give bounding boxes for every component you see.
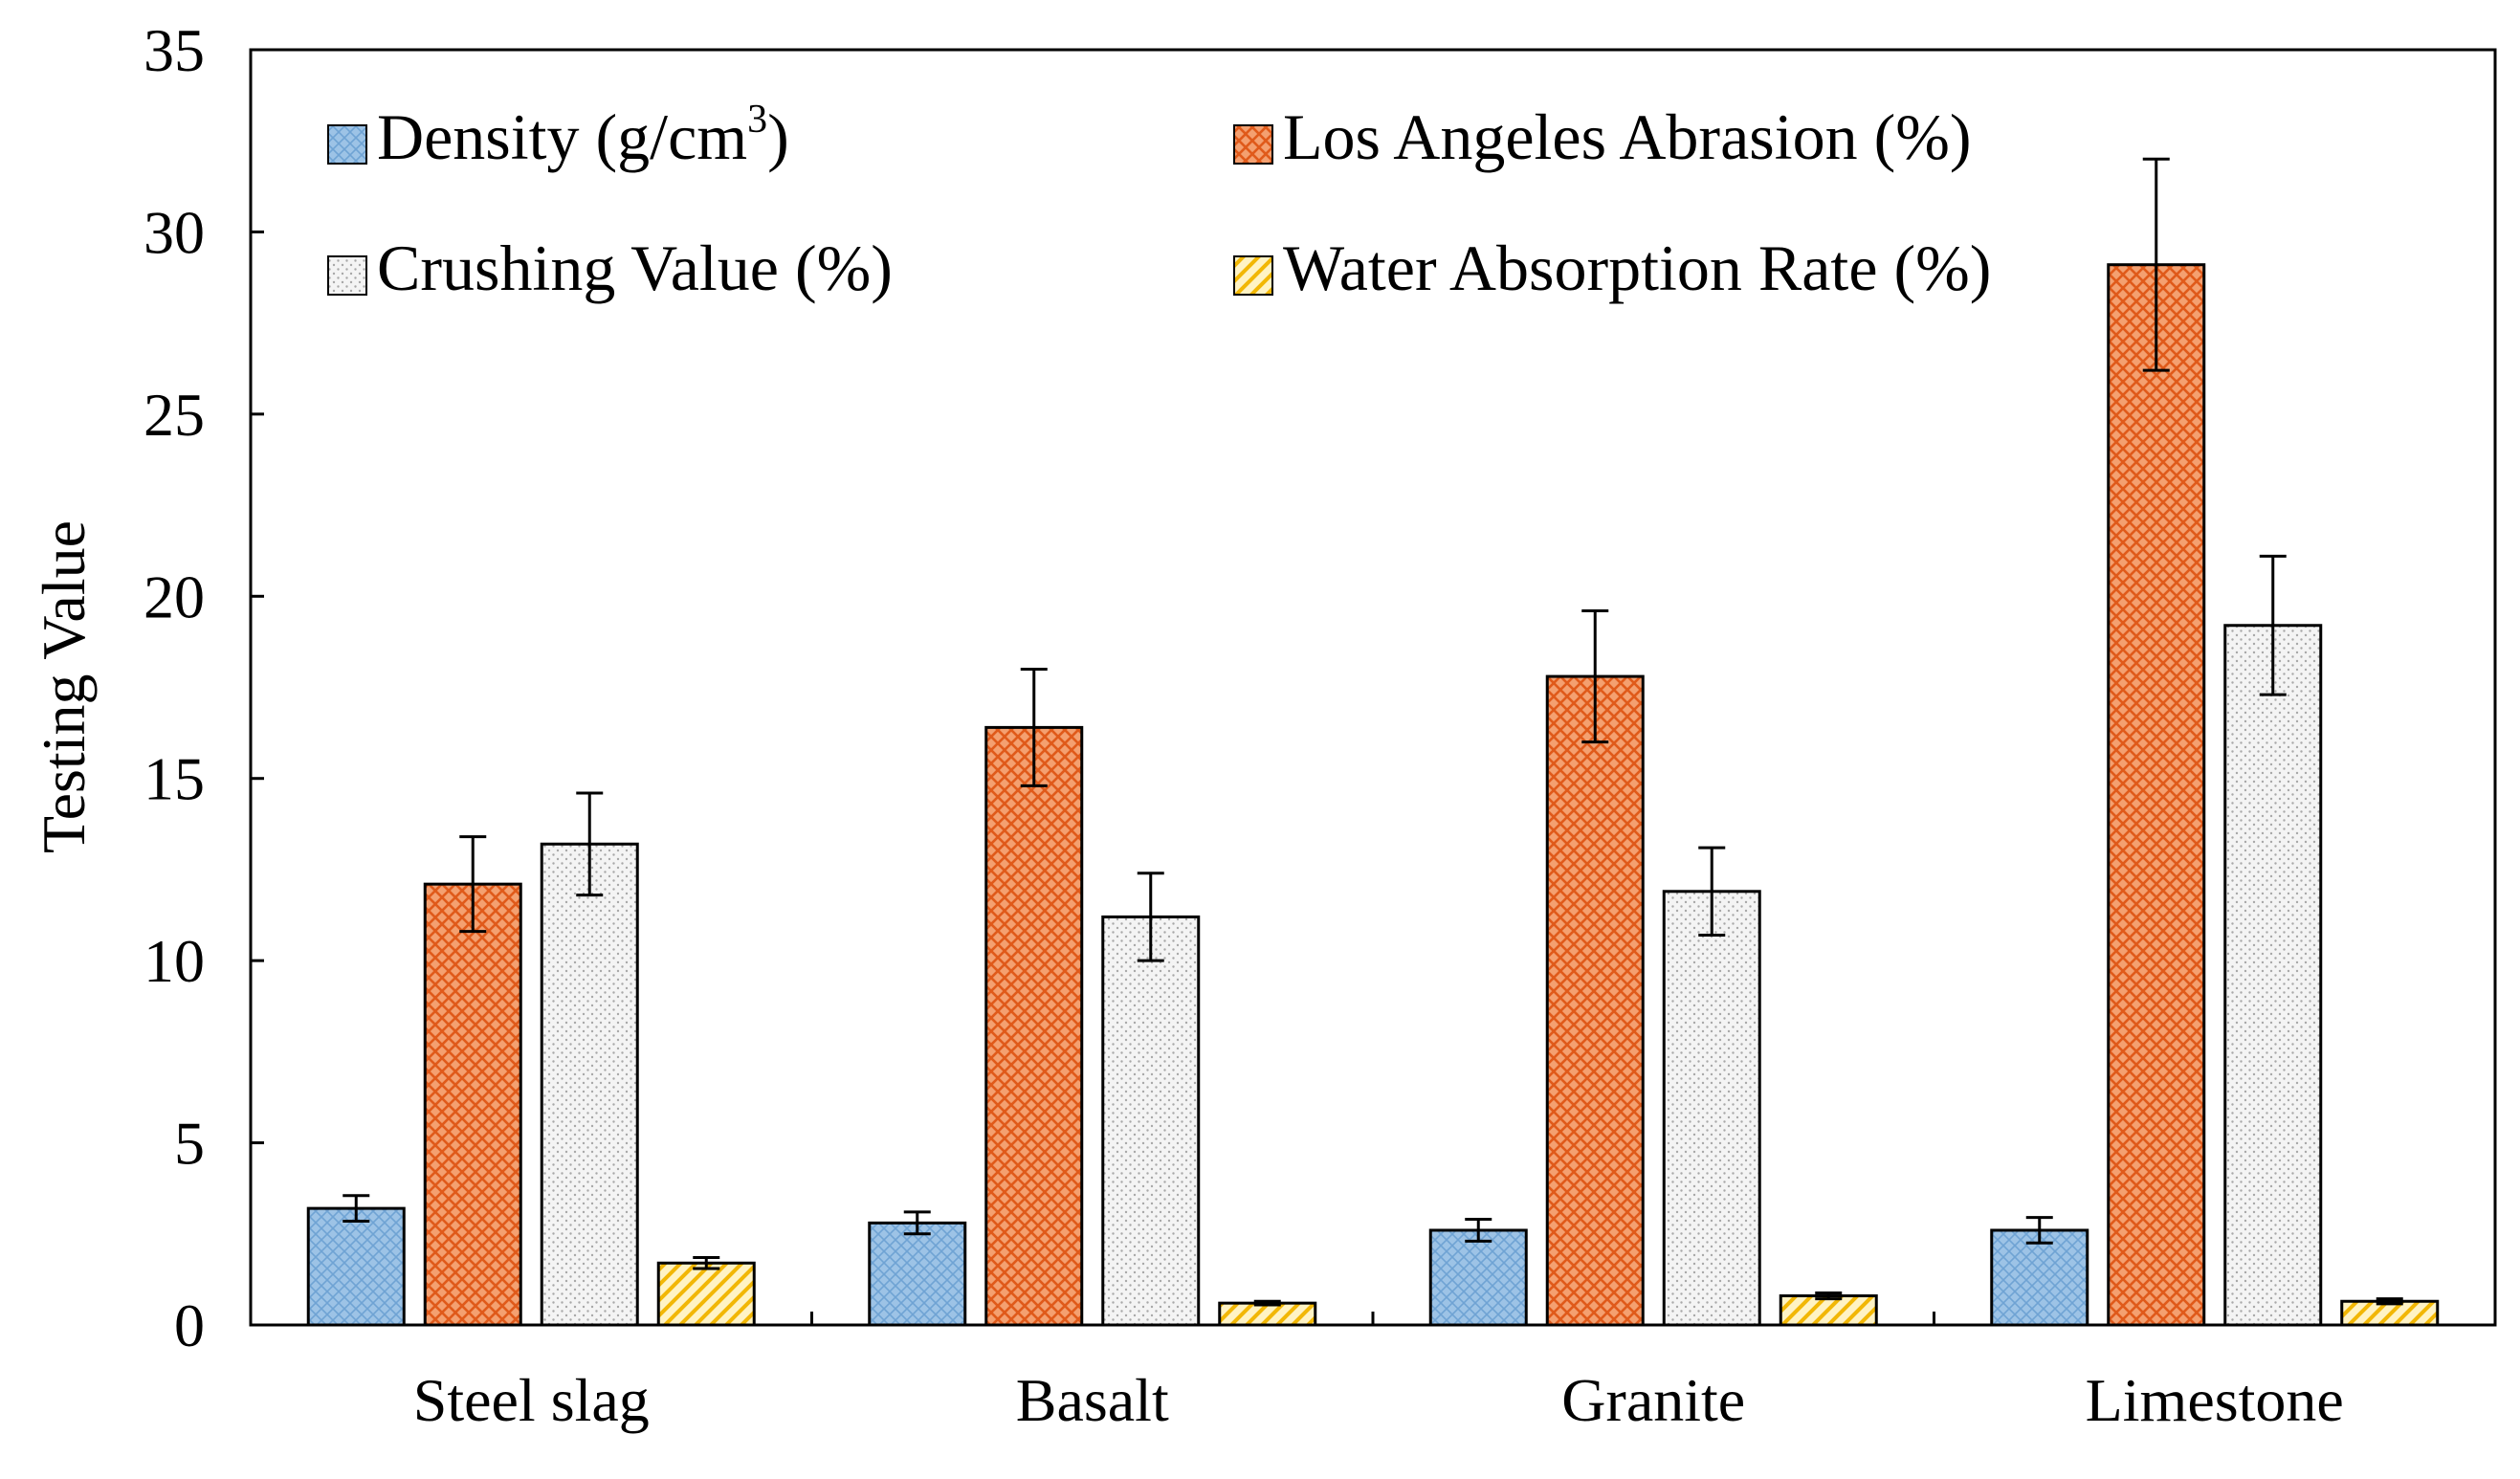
y-tick-label: 10 bbox=[144, 927, 205, 995]
bar-density-g-cm-basalt bbox=[868, 1221, 967, 1327]
legend-label-los-angeles-abrasion: Los Angeles Abrasion (%) bbox=[1283, 100, 1972, 173]
bar-los-angeles-abrasion-steel-slag bbox=[423, 882, 522, 1327]
x-tick-label-granite: Granite bbox=[1561, 1366, 1745, 1434]
bar-crushing-value-steel-slag bbox=[540, 842, 639, 1327]
y-tick-label: 30 bbox=[144, 198, 205, 266]
legend-swatch-crushing-value bbox=[327, 255, 367, 296]
y-tick-label: 5 bbox=[174, 1110, 205, 1178]
error-bar-density-g-cm-steel-slag bbox=[343, 1194, 370, 1223]
error-bar-crushing-value-limestone bbox=[2259, 554, 2287, 696]
bar-density-g-cm-granite bbox=[1428, 1228, 1528, 1327]
y-tick-label: 0 bbox=[174, 1291, 205, 1359]
x-axis: Steel slag Basalt Granite Limestone bbox=[413, 1312, 2344, 1434]
bar-density-g-cm-steel-slag bbox=[306, 1206, 406, 1327]
x-tick-label-steel-slag: Steel slag bbox=[413, 1366, 650, 1434]
legend-item-water-absorption-rate: Water Absorption Rate (%) bbox=[1233, 232, 1991, 304]
legend-swatch-water-absorption-rate bbox=[1233, 255, 1273, 296]
y-tick-label: 35 bbox=[144, 16, 205, 84]
bar-crushing-value-granite bbox=[1662, 890, 1761, 1327]
bar-los-angeles-abrasion-granite bbox=[1545, 674, 1645, 1327]
y-axis: 0 5 10 15 20 25 30 35 bbox=[144, 16, 264, 1359]
y-axis-label: Testing Value bbox=[30, 520, 98, 853]
error-bar-water-absorption-rate-granite bbox=[1815, 1291, 1843, 1301]
error-bar-density-g-cm-granite bbox=[1465, 1218, 1492, 1243]
legend-label-crushing-value: Crushing Value (%) bbox=[377, 232, 893, 304]
error-bar-water-absorption-rate-basalt bbox=[1253, 1299, 1281, 1307]
x-tick-label-limestone: Limestone bbox=[2086, 1366, 2344, 1434]
legend-label-density: Density (g/cm3) bbox=[377, 98, 789, 173]
error-bar-los-angeles-abrasion-basalt bbox=[1020, 667, 1048, 787]
y-tick-label: 25 bbox=[144, 381, 205, 449]
bar-water-absorption-rate-granite bbox=[1779, 1294, 1878, 1327]
bar-crushing-value-limestone bbox=[2223, 624, 2323, 1327]
legend-item-density: Density (g/cm3) bbox=[327, 98, 789, 173]
bar-los-angeles-abrasion-limestone bbox=[2107, 263, 2206, 1327]
legend-item-crushing-value: Crushing Value (%) bbox=[327, 232, 893, 304]
y-tick-label: 15 bbox=[144, 745, 205, 813]
bars-layer bbox=[306, 263, 2440, 1327]
y-tick-label: 20 bbox=[144, 563, 205, 630]
bar-water-absorption-rate-steel-slag bbox=[656, 1261, 756, 1327]
bar-water-absorption-rate-basalt bbox=[1218, 1301, 1317, 1327]
bar-density-g-cm-limestone bbox=[1990, 1228, 2089, 1327]
error-bar-water-absorption-rate-steel-slag bbox=[693, 1256, 720, 1270]
legend-item-los-angeles-abrasion: Los Angeles Abrasion (%) bbox=[1233, 100, 1972, 173]
error-bar-density-g-cm-basalt bbox=[903, 1210, 931, 1236]
error-bar-los-angeles-abrasion-limestone bbox=[2142, 157, 2170, 372]
bar-crushing-value-basalt bbox=[1101, 915, 1201, 1327]
legend: Density (g/cm3) Los Angeles Abrasion (%)… bbox=[327, 98, 1991, 304]
legend-swatch-density bbox=[327, 124, 367, 165]
bar-los-angeles-abrasion-basalt bbox=[984, 725, 1084, 1327]
x-tick-label-basalt: Basalt bbox=[1016, 1366, 1169, 1434]
legend-label-water-absorption-rate: Water Absorption Rate (%) bbox=[1283, 232, 1991, 304]
error-bar-crushing-value-steel-slag bbox=[576, 791, 604, 897]
legend-swatch-los-angeles-abrasion bbox=[1233, 124, 1273, 165]
error-bar-crushing-value-granite bbox=[1698, 846, 1726, 937]
error-bar-los-angeles-abrasion-steel-slag bbox=[459, 835, 487, 934]
error-bar-density-g-cm-limestone bbox=[2025, 1216, 2053, 1245]
error-bar-water-absorption-rate-limestone bbox=[2376, 1297, 2403, 1306]
error-bars-layer bbox=[343, 157, 2403, 1307]
error-bar-crushing-value-basalt bbox=[1137, 872, 1164, 962]
error-bar-los-angeles-abrasion-granite bbox=[1581, 609, 1609, 744]
